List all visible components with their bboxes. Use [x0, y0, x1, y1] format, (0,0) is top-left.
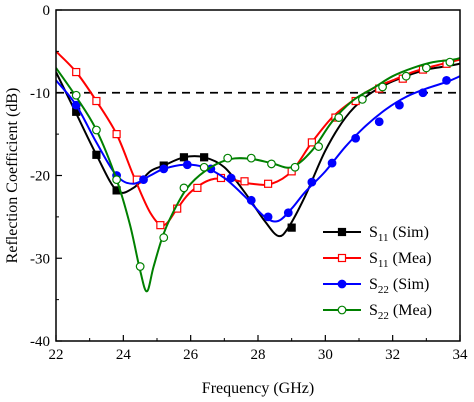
series-3-point	[307, 177, 317, 187]
series-2-point	[92, 96, 101, 106]
series-4-point	[357, 94, 367, 104]
series-3-point	[71, 100, 81, 110]
series-2-point	[240, 177, 249, 186]
series-4-point	[71, 90, 81, 100]
series-4-point	[159, 233, 169, 242]
series-3-point	[395, 100, 404, 110]
series-4-point	[290, 162, 300, 172]
tick-layer: 22 24 26 28 30 32 34 0 -10 -20 -30 -40	[30, 3, 468, 363]
series-4-point	[135, 262, 145, 271]
series-3-point	[139, 175, 148, 185]
series-2-line	[56, 50, 460, 227]
series-4-point	[112, 175, 121, 185]
series-4	[56, 57, 460, 293]
series-3-point	[182, 160, 192, 170]
legend-item-2: S11 (Mea)	[323, 250, 432, 270]
series-1-point	[92, 150, 101, 159]
x-tick-label: 22	[49, 347, 64, 363]
x-tick-label: 28	[251, 347, 266, 363]
x-tick-label: 24	[116, 347, 132, 363]
x-tick-label: 30	[318, 347, 333, 363]
y-tick-label: -30	[30, 251, 50, 267]
series-4-point	[91, 125, 101, 135]
y-axis-title: Reflection Coefficient (dB)	[4, 88, 21, 264]
y-tick-label: 0	[43, 3, 51, 19]
series-4-point	[314, 142, 324, 151]
series-4-point	[267, 159, 276, 169]
series-2-point	[72, 67, 81, 77]
legend-item-1: S11 (Sim)	[323, 224, 429, 244]
legend-label: S11 (Sim)	[369, 224, 429, 244]
x-axis-title: Frequency (GHz)	[202, 380, 314, 397]
legend-item-4: S22 (Mea)	[323, 302, 432, 322]
series-2-point	[156, 221, 165, 230]
series-3-point	[226, 173, 236, 183]
series-4-point	[401, 71, 411, 81]
series-1-point	[287, 223, 296, 232]
series-4-point	[378, 82, 387, 92]
series-4-point	[179, 183, 189, 193]
x-tick-label: 34	[453, 347, 469, 363]
series-3-line	[56, 75, 460, 223]
series-3-point	[327, 158, 337, 168]
series-4-point	[246, 153, 256, 163]
legend-label: S11 (Mea)	[369, 250, 432, 270]
series-2-point	[264, 179, 273, 188]
series-3-point	[263, 212, 273, 222]
series-4-point	[445, 57, 455, 67]
x-tick-label: 32	[385, 347, 400, 363]
series-4-point	[421, 63, 431, 73]
legend-swatch-marker	[337, 253, 347, 263]
y-tick-label: -40	[30, 334, 50, 350]
series-2-point	[193, 183, 202, 193]
series-2-point	[307, 138, 316, 147]
series-4-point	[199, 162, 209, 172]
series-3-point	[246, 195, 256, 205]
series-3-point	[283, 208, 293, 218]
legend-swatch-marker	[337, 227, 347, 237]
series-3-point	[351, 133, 361, 143]
series-1-point	[179, 153, 189, 162]
legend-swatch-marker	[337, 305, 347, 315]
series-3	[56, 75, 460, 223]
series-3-point	[374, 117, 384, 127]
x-tick-label: 26	[183, 347, 199, 363]
y-tick-label: -10	[30, 86, 50, 102]
series-4-point	[223, 153, 233, 163]
legend-item-3: S22 (Sim)	[323, 276, 429, 296]
series-1-point	[200, 153, 209, 162]
legend-label: S22 (Mea)	[369, 302, 432, 322]
series-3-point	[159, 164, 169, 174]
series-3-point	[442, 75, 451, 85]
series-4-point	[334, 113, 344, 122]
y-tick-label: -20	[30, 169, 50, 185]
series-layer	[56, 50, 460, 293]
series-2-point	[112, 130, 121, 139]
legend-swatch-marker	[337, 279, 347, 289]
series-3-point	[418, 88, 428, 98]
legend: S11 (Sim) S11 (Mea) S22 (Sim) S22 (Mea)	[323, 224, 432, 322]
legend-label: S22 (Sim)	[369, 276, 429, 296]
series-2	[56, 50, 460, 230]
